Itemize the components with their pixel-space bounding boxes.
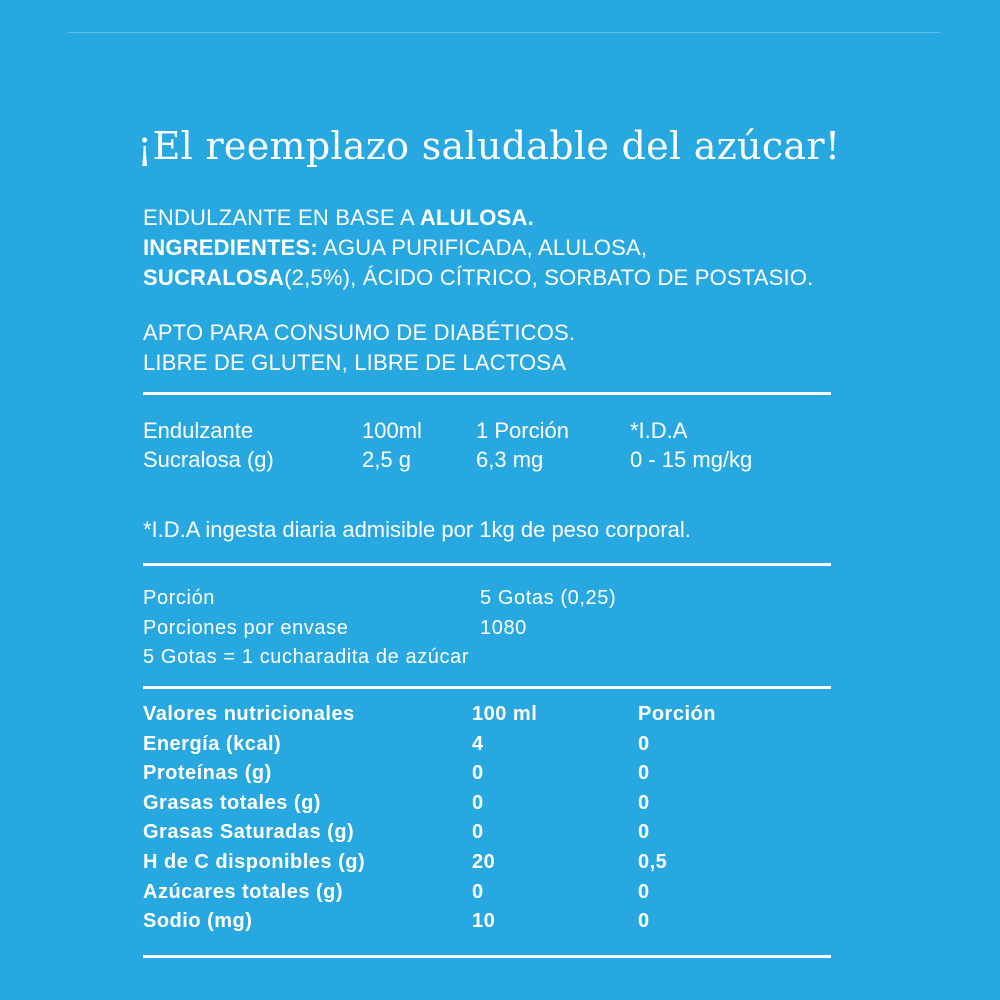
table-cell: 1080 [480,617,527,639]
table-cell: 100ml [362,418,422,443]
divider [143,392,831,395]
table-cell: Porciones por envase [143,617,349,639]
intro-text: ENDULZANTE EN BASE A [143,205,420,230]
table-cell: H de C disponibles (g) [143,851,366,873]
table-cell: 1 Porción [476,418,569,443]
table-cell: *I.D.A [630,418,688,443]
table-cell: 0 [638,910,650,933]
table-cell: 10 [472,910,496,933]
intro-bold: ALULOSA. [419,205,534,230]
table-cell: Porción [143,587,216,609]
table-cell: 2,5 g [362,447,411,472]
table-cell: 0 [638,732,650,755]
table-cell: 0 [638,880,650,903]
table-cell: 0 - 15 mg/kg [630,447,753,472]
divider [143,686,831,689]
table-cell: Azúcares totales (g) [143,880,344,903]
divider [143,563,831,566]
table-cell: 0 [472,821,484,844]
table-header-cell: Porción [638,703,716,725]
table-header-cell: 100 ml [472,703,538,725]
table-cell: Sodio (mg) [143,910,253,933]
table-cell: Energía (kcal) [143,732,282,755]
intro-text: LIBRE DE GLUTEN, LIBRE DE LACTOSA [143,350,567,375]
table-cell: Proteínas (g) [143,762,272,785]
table-cell: Endulzante [143,418,254,443]
intro-bold: SUCRALOSA [143,265,285,290]
table-header-cell: Valores nutricionales [143,703,355,725]
table-cell: 0,5 [638,851,668,873]
table-cell: 20 [472,851,496,873]
intro-bold: INGREDIENTES: [143,235,318,260]
table-cell: 0 [472,880,484,903]
product-description: ENDULZANTE EN BASE A ALULOSA. INGREDIENT… [143,203,814,378]
ida-footnote: *I.D.A ingesta diaria admisible por 1kg … [143,517,691,542]
top-divider [68,32,940,33]
serving-note: 5 Gotas = 1 cucharadita de azúcar [143,646,470,668]
table-cell: 0 [472,762,484,785]
table-cell: Grasas totales (g) [143,791,321,814]
intro-text: (2,5%), ÁCIDO CÍTRICO, SORBATO DE POSTAS… [284,265,814,290]
table-cell: 6,3 mg [476,447,544,472]
table-cell: Grasas Saturadas (g) [143,821,355,844]
table-cell: 5 Gotas (0,25) [480,587,617,609]
table-cell: 0 [638,821,650,844]
intro-text: APTO PARA CONSUMO DE DIABÉTICOS. [143,320,576,345]
table-cell: 0 [638,762,650,785]
table-cell: 0 [472,791,484,814]
divider [143,955,831,958]
page-title: ¡El reemplazo saludable del azúcar! [137,124,841,168]
table-cell: 4 [472,732,484,755]
table-cell: Sucralosa (g) [143,447,274,472]
table-cell: 0 [638,791,650,814]
intro-text: AGUA PURIFICADA, ALULOSA, [317,235,648,260]
